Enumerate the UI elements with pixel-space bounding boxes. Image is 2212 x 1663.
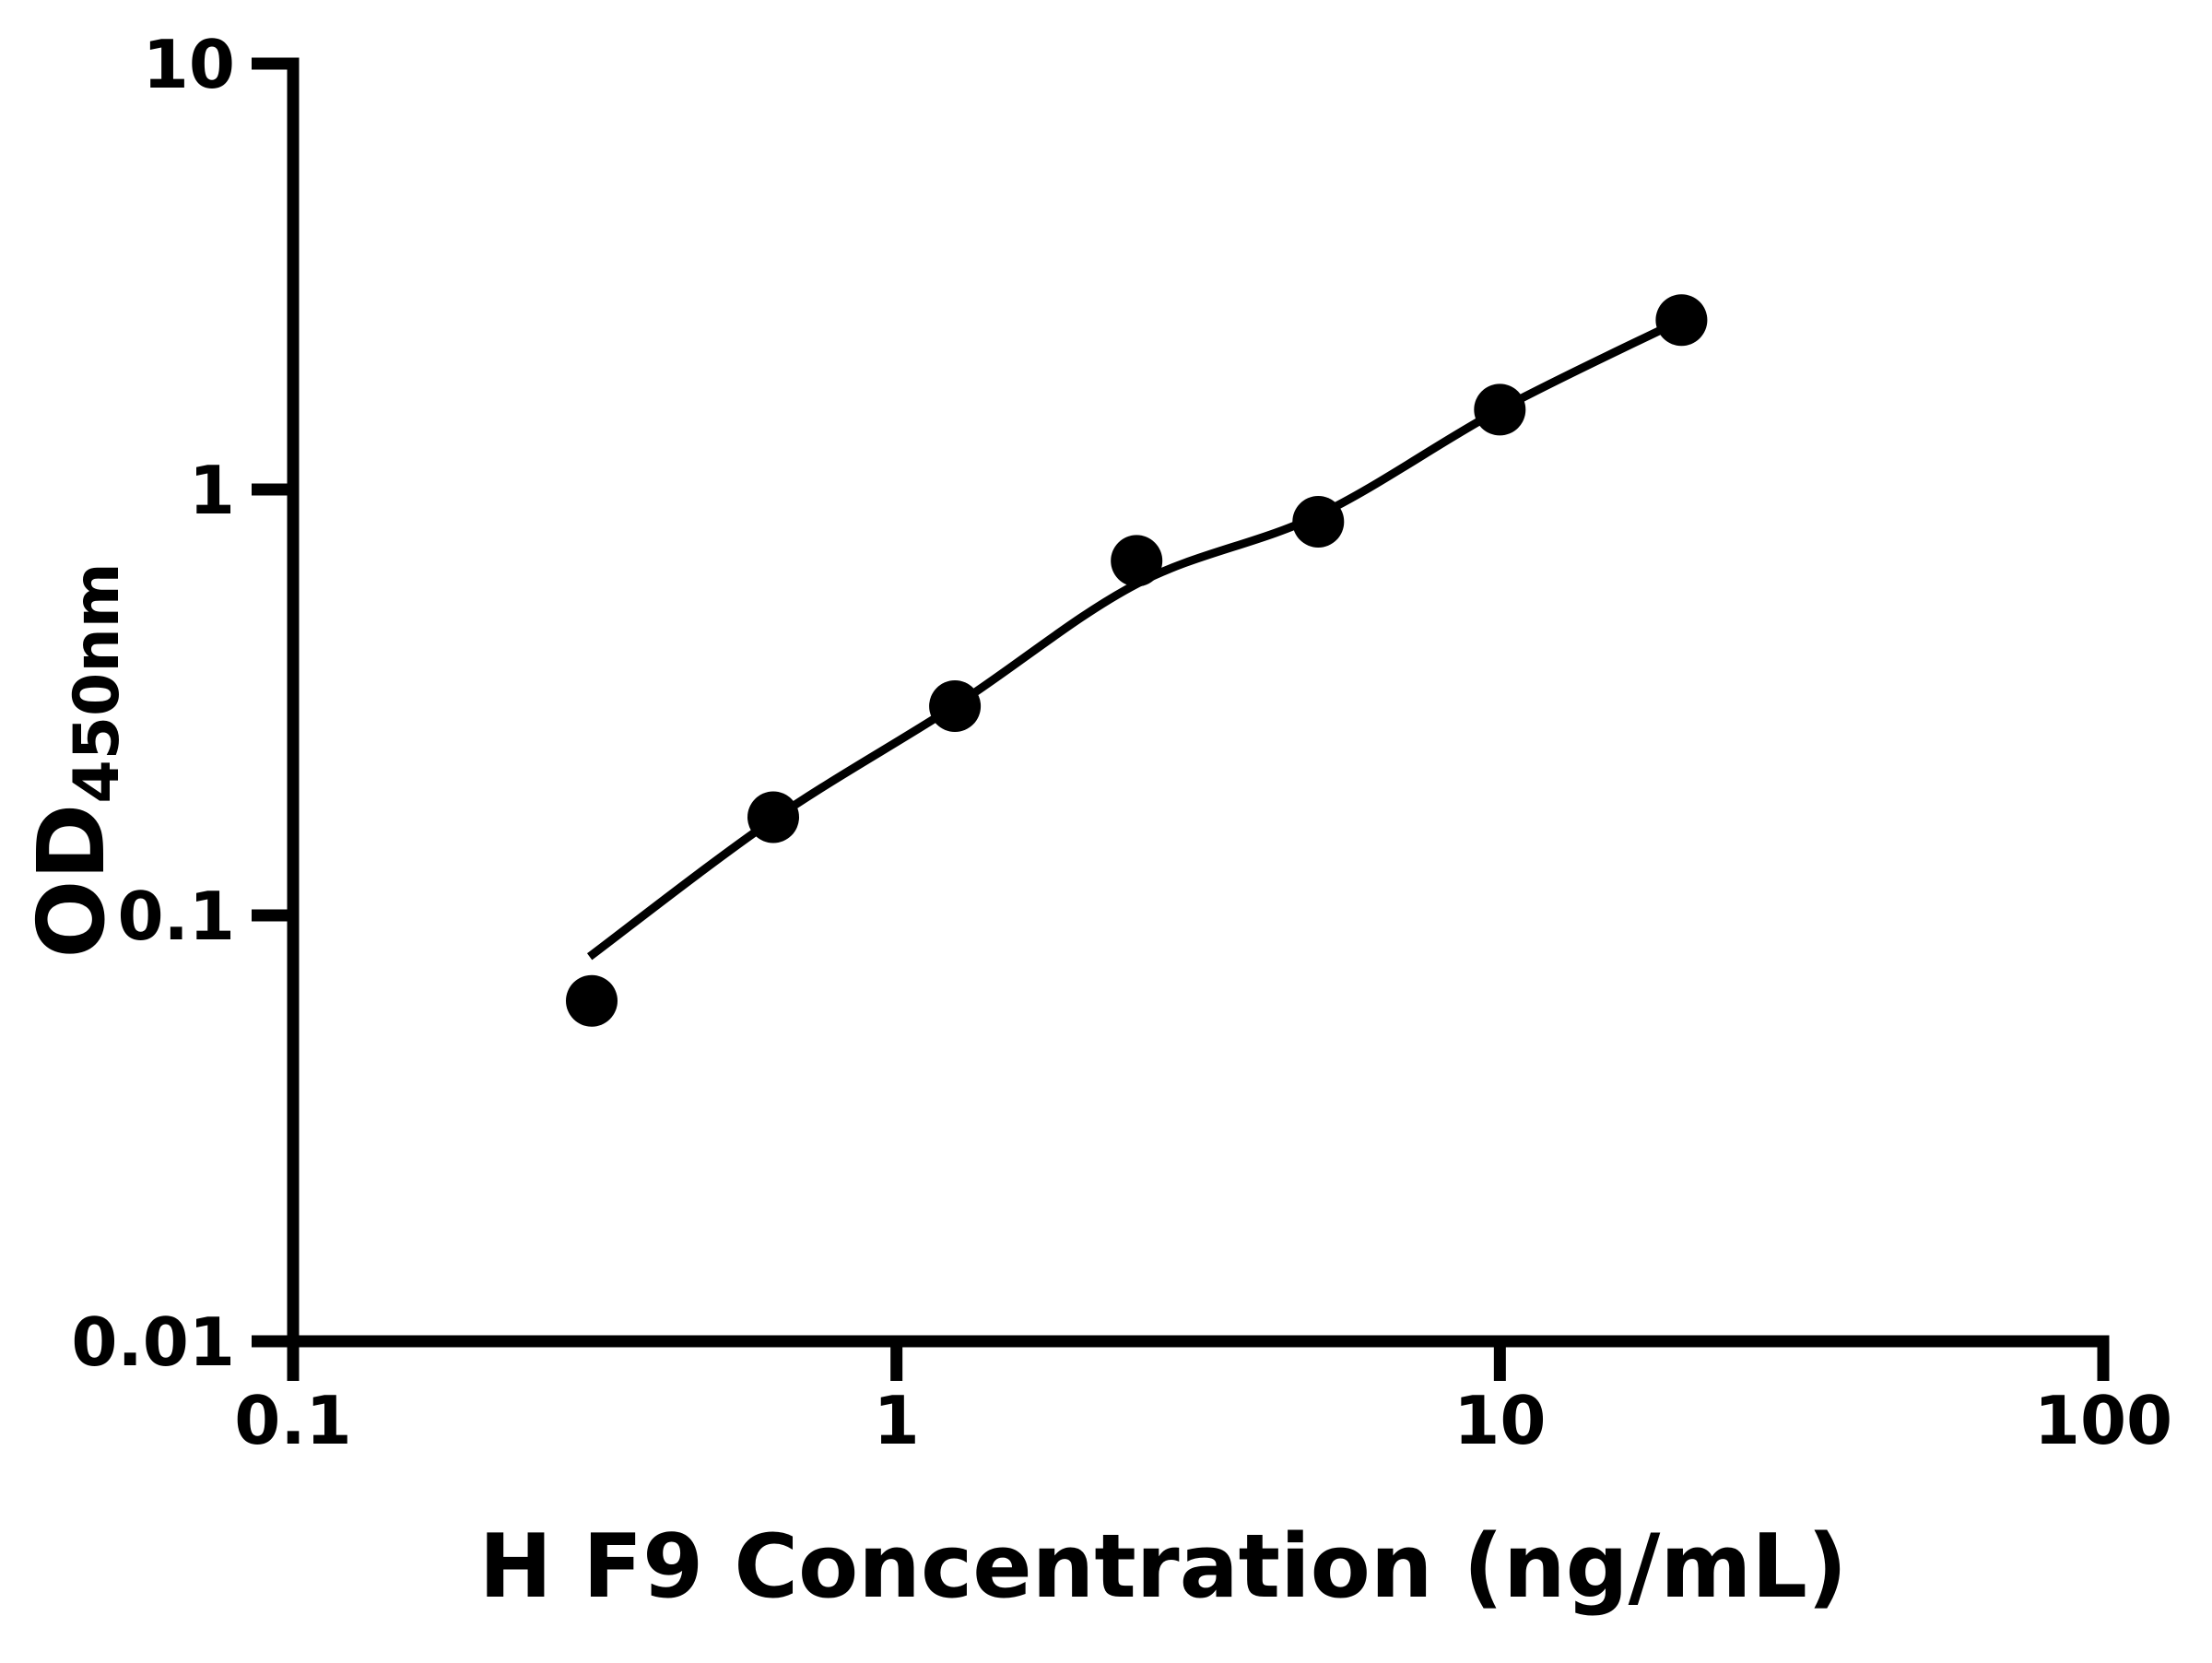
data-point [1474,383,1526,436]
y-axis-title-main: OD [18,804,125,959]
x-tick-label-10: 10 [1453,1382,1546,1459]
axes-layer [287,57,2110,1381]
tick-layer [252,57,2110,1381]
data-point [747,791,799,843]
plot-layer [566,294,1708,1027]
data-point [1655,294,1708,347]
x-axis-title: H F9 Concentration (ng/mL) [479,1516,1848,1618]
data-point [1292,496,1345,548]
data-point [1111,535,1163,587]
x-tick-label-100: 100 [2034,1382,2172,1459]
y-axis-title-subscript: 450nm [61,562,134,803]
data-point [566,974,618,1027]
x-tick-label-1: 1 [874,1382,920,1459]
y-axis-title: OD450nm [18,562,134,958]
y-tick-label-1: 1 [189,452,235,529]
data-point [929,680,982,732]
y-tick-label-10: 10 [143,26,235,103]
y-tick-label-0.1: 0.1 [117,878,235,955]
y-tick-label-0.01: 0.01 [71,1303,235,1381]
x-tick-label-0.1: 0.1 [234,1382,352,1459]
